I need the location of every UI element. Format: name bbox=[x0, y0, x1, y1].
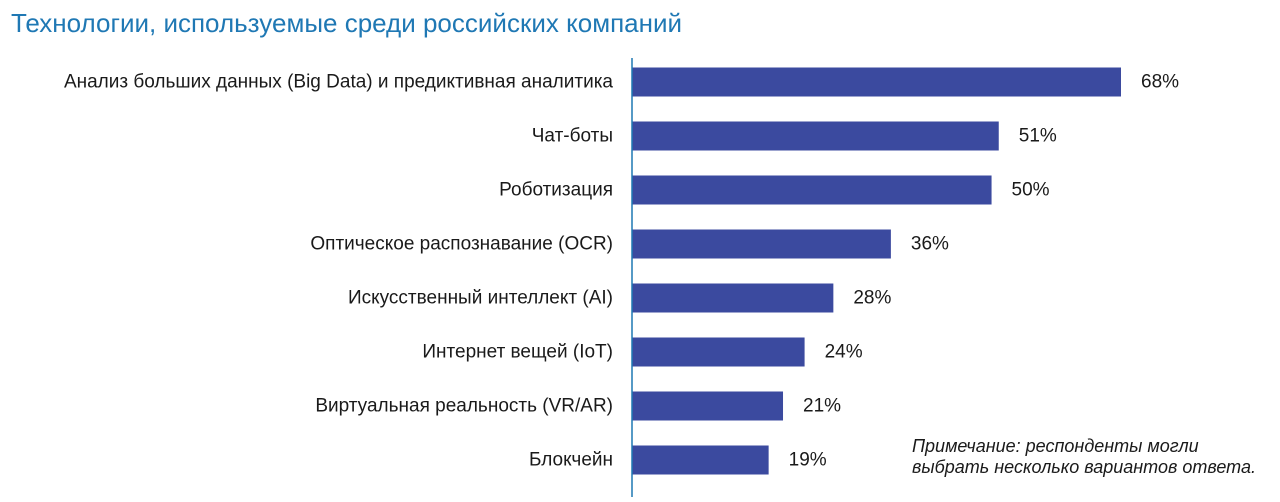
category-label: Интернет вещей (IoT) bbox=[422, 342, 613, 363]
bar bbox=[632, 229, 891, 259]
bar bbox=[632, 175, 992, 205]
value-label: 51% bbox=[1019, 126, 1057, 147]
value-label: 19% bbox=[789, 450, 827, 471]
bar bbox=[632, 283, 834, 313]
bar bbox=[632, 445, 769, 475]
bar bbox=[632, 121, 999, 151]
footnote: Примечание: респонденты могли выбрать не… bbox=[912, 436, 1272, 478]
value-label: 24% bbox=[825, 342, 863, 363]
value-label: 21% bbox=[803, 396, 841, 417]
category-label: Искусственный интеллект (AI) bbox=[348, 288, 613, 309]
category-label: Анализ больших данных (Big Data) и преди… bbox=[64, 72, 613, 93]
bar bbox=[632, 67, 1121, 97]
bars-layer: Анализ больших данных (Big Data) и преди… bbox=[64, 67, 1179, 475]
category-label: Виртуальная реальность (VR/AR) bbox=[315, 396, 613, 417]
value-label: 68% bbox=[1141, 72, 1179, 93]
category-label: Роботизация bbox=[499, 180, 613, 201]
footnote-text: респонденты могли выбрать несколько вари… bbox=[912, 436, 1256, 477]
value-label: 36% bbox=[911, 234, 949, 255]
footnote-lead: Примечание: bbox=[912, 436, 1021, 456]
value-label: 28% bbox=[853, 288, 891, 309]
category-label: Оптическое распознавание (OCR) bbox=[310, 234, 613, 255]
bar bbox=[632, 337, 805, 367]
value-label: 50% bbox=[1012, 180, 1050, 201]
bar bbox=[632, 391, 784, 421]
chart-title: Технологии, используемые среди российски… bbox=[11, 8, 683, 38]
category-label: Блокчейн bbox=[529, 450, 613, 471]
category-label: Чат-боты bbox=[532, 126, 613, 147]
